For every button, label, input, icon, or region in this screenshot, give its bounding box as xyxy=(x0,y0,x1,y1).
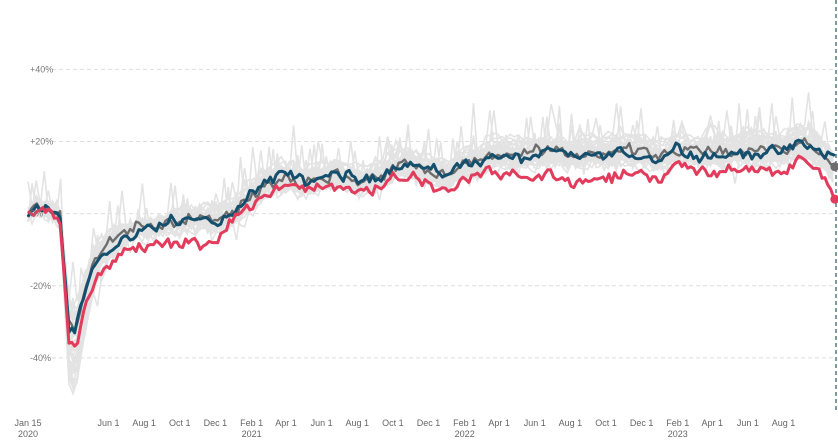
x-tick-label: Apr 1 xyxy=(488,418,510,428)
x-tick-label: Feb 1 xyxy=(453,418,476,428)
x-tick-label: Aug 1 xyxy=(559,418,583,428)
end-point-dot-red xyxy=(830,194,838,204)
x-tick-label: Jun 1 xyxy=(524,418,546,428)
x-tick-label: Apr 1 xyxy=(275,418,297,428)
highlight-series-layer xyxy=(26,137,837,348)
y-tick-label: 0% xyxy=(30,209,43,219)
y-tick-label: -20% xyxy=(30,281,51,291)
end-point-dot-gray xyxy=(830,162,838,172)
x-tick-label: Feb 1 xyxy=(666,418,689,428)
x-tick-label: Dec 1 xyxy=(204,418,228,428)
x-tick-label: Oct 1 xyxy=(595,418,617,428)
x-tick-label: Oct 1 xyxy=(169,418,191,428)
series-line-blue xyxy=(26,138,836,335)
x-tick-label: Jun 1 xyxy=(737,418,759,428)
x-tick-label: Jun 1 xyxy=(98,418,120,428)
x-tick-label: Aug 1 xyxy=(132,418,156,428)
y-tick-label: -40% xyxy=(30,353,51,363)
background-series-layer xyxy=(27,92,834,396)
x-tick-label: Oct 1 xyxy=(382,418,404,428)
background-series-line xyxy=(27,119,834,301)
background-series-line xyxy=(27,103,834,331)
series-line-gray xyxy=(26,137,836,333)
x-tick-label: Dec 1 xyxy=(630,418,654,428)
x-tick-label: Apr 1 xyxy=(701,418,723,428)
y-tick-label: +40% xyxy=(30,64,53,74)
x-tick-label: Aug 1 xyxy=(346,418,370,428)
x-tick-label: Feb 1 xyxy=(240,418,263,428)
x-tick-year-label: 2022 xyxy=(455,429,475,439)
x-tick-year-label: 2021 xyxy=(242,429,262,439)
y-tick-label: +20% xyxy=(30,136,53,146)
x-tick-label: Jun 1 xyxy=(311,418,333,428)
x-tick-label: Dec 1 xyxy=(417,418,441,428)
x-tick-year-label: 2020 xyxy=(18,429,38,439)
series-line-red xyxy=(26,154,837,348)
x-tick-year-label: 2023 xyxy=(668,429,688,439)
x-tick-label: Jan 15 xyxy=(14,418,41,428)
background-series-line xyxy=(27,116,834,332)
background-series-line xyxy=(27,103,834,322)
x-tick-label: Aug 1 xyxy=(772,418,796,428)
